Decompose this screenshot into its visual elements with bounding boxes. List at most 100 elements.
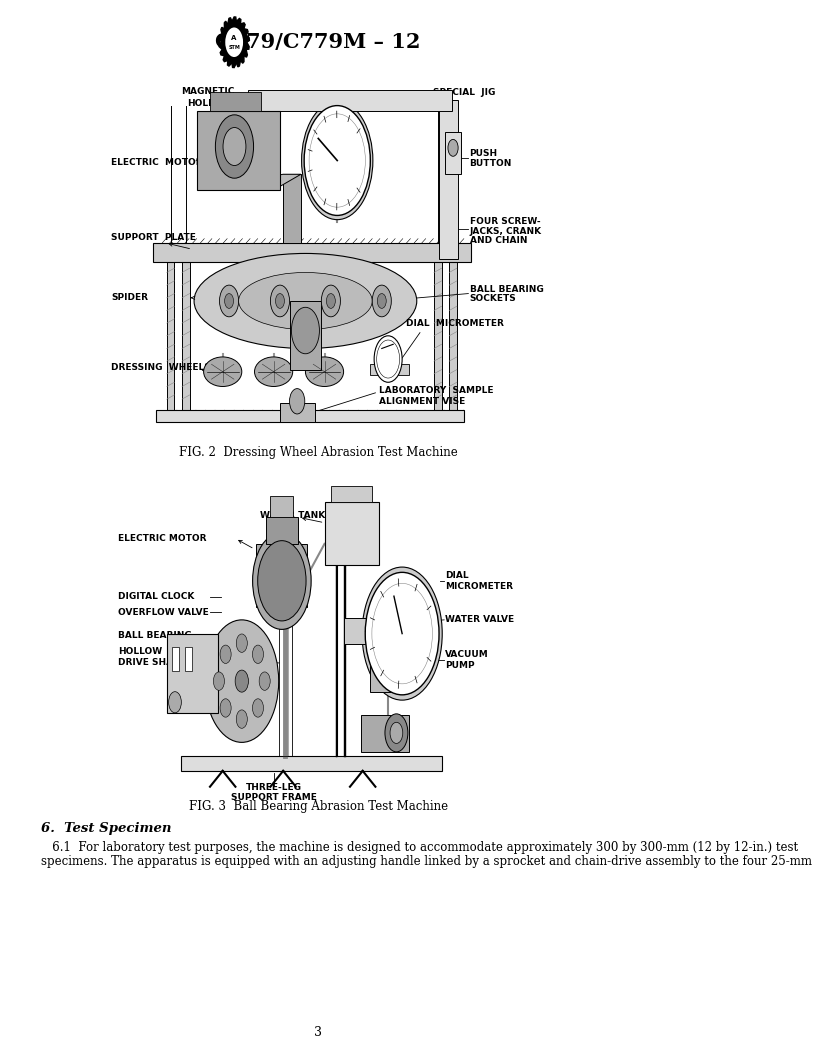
Ellipse shape xyxy=(204,357,242,386)
FancyBboxPatch shape xyxy=(434,259,441,410)
Circle shape xyxy=(220,699,231,717)
Polygon shape xyxy=(221,27,224,35)
Text: VACUUM: VACUUM xyxy=(446,650,489,659)
Circle shape xyxy=(322,285,340,317)
Polygon shape xyxy=(246,35,250,42)
Circle shape xyxy=(448,139,458,156)
FancyBboxPatch shape xyxy=(361,715,409,752)
Text: DIAL  MICROMETER: DIAL MICROMETER xyxy=(406,319,503,327)
Circle shape xyxy=(290,389,305,414)
Text: SPIDER: SPIDER xyxy=(111,294,149,302)
Text: FOUR SCREW-: FOUR SCREW- xyxy=(469,218,540,226)
Circle shape xyxy=(205,620,279,742)
Circle shape xyxy=(366,572,439,695)
FancyBboxPatch shape xyxy=(266,517,298,544)
Polygon shape xyxy=(241,23,245,29)
Text: SUPPORT FRAME: SUPPORT FRAME xyxy=(231,793,317,802)
Text: THREE-LEG: THREE-LEG xyxy=(246,784,302,792)
FancyBboxPatch shape xyxy=(181,756,442,771)
Ellipse shape xyxy=(238,272,372,329)
Circle shape xyxy=(375,336,402,382)
Text: C779/C779M – 12: C779/C779M – 12 xyxy=(215,33,421,52)
FancyBboxPatch shape xyxy=(153,243,471,262)
Ellipse shape xyxy=(255,357,293,386)
Circle shape xyxy=(169,692,181,713)
Text: DRIVE SHAFT: DRIVE SHAFT xyxy=(118,658,185,666)
Ellipse shape xyxy=(194,253,417,348)
Circle shape xyxy=(377,294,386,308)
Circle shape xyxy=(309,114,366,207)
Text: MAGNETIC: MAGNETIC xyxy=(181,88,235,96)
Text: specimens. The apparatus is equipped with an adjusting handle linked by a sprock: specimens. The apparatus is equipped wit… xyxy=(42,855,813,868)
Polygon shape xyxy=(219,42,222,50)
Polygon shape xyxy=(228,18,232,24)
Circle shape xyxy=(326,294,335,308)
Text: BOTTOM PLATE OF SPIDER: BOTTOM PLATE OF SPIDER xyxy=(265,103,358,108)
FancyBboxPatch shape xyxy=(182,259,189,410)
Polygon shape xyxy=(204,174,301,190)
FancyBboxPatch shape xyxy=(344,618,366,644)
Text: BUTTON: BUTTON xyxy=(469,159,512,168)
FancyBboxPatch shape xyxy=(197,111,280,190)
FancyBboxPatch shape xyxy=(446,132,461,174)
Circle shape xyxy=(385,714,408,752)
FancyBboxPatch shape xyxy=(439,100,458,259)
Ellipse shape xyxy=(305,357,344,386)
Circle shape xyxy=(304,106,370,215)
Circle shape xyxy=(259,672,270,691)
Text: ELECTRIC MOTOR: ELECTRIC MOTOR xyxy=(118,534,206,543)
Circle shape xyxy=(223,128,246,166)
Text: 6.1  For laboratory test purposes, the machine is designed to accommodate approx: 6.1 For laboratory test purposes, the ma… xyxy=(42,841,799,853)
Text: SUPPORT  PLATE: SUPPORT PLATE xyxy=(111,233,196,242)
FancyBboxPatch shape xyxy=(325,502,379,565)
Circle shape xyxy=(213,672,224,691)
Text: HOLLOW: HOLLOW xyxy=(118,647,162,656)
Text: 3: 3 xyxy=(314,1026,322,1039)
Text: DIGITAL CLOCK: DIGITAL CLOCK xyxy=(118,592,194,601)
Polygon shape xyxy=(241,56,244,63)
Text: PUMP: PUMP xyxy=(446,661,475,670)
FancyBboxPatch shape xyxy=(370,364,409,375)
Circle shape xyxy=(253,532,311,629)
Text: A: A xyxy=(232,35,237,41)
Circle shape xyxy=(221,21,247,63)
FancyBboxPatch shape xyxy=(184,647,192,671)
Circle shape xyxy=(220,645,231,663)
Text: WATER VALVE: WATER VALVE xyxy=(446,616,515,624)
Polygon shape xyxy=(220,35,222,42)
Text: WATER TANK: WATER TANK xyxy=(259,511,325,520)
Circle shape xyxy=(302,101,373,220)
Text: DIAL: DIAL xyxy=(446,571,469,580)
Circle shape xyxy=(225,27,243,57)
Text: BALL BEARING: BALL BEARING xyxy=(118,631,192,640)
Polygon shape xyxy=(246,42,249,50)
Text: FIG. 3  Ball Bearing Abrasion Test Machine: FIG. 3 Ball Bearing Abrasion Test Machin… xyxy=(188,800,448,813)
Text: ELECTRIC  MOTOR: ELECTRIC MOTOR xyxy=(111,158,203,167)
Circle shape xyxy=(224,294,233,308)
Text: JACKS, CRANK: JACKS, CRANK xyxy=(469,227,542,235)
FancyBboxPatch shape xyxy=(330,486,372,502)
Polygon shape xyxy=(232,17,237,21)
Text: HOLDER: HOLDER xyxy=(187,99,228,108)
Circle shape xyxy=(362,567,442,700)
FancyBboxPatch shape xyxy=(283,174,301,243)
Circle shape xyxy=(237,634,247,653)
FancyBboxPatch shape xyxy=(167,634,218,713)
FancyBboxPatch shape xyxy=(248,90,452,111)
Circle shape xyxy=(235,671,248,692)
Circle shape xyxy=(252,645,264,663)
Text: PUSH: PUSH xyxy=(469,149,498,157)
Text: BALL BEARING: BALL BEARING xyxy=(469,285,543,294)
Polygon shape xyxy=(228,60,232,67)
Text: OVERFLOW VALVE: OVERFLOW VALVE xyxy=(118,608,208,617)
Circle shape xyxy=(258,541,306,621)
FancyBboxPatch shape xyxy=(156,410,464,422)
Circle shape xyxy=(372,285,392,317)
Circle shape xyxy=(220,285,238,317)
FancyBboxPatch shape xyxy=(280,403,315,422)
Circle shape xyxy=(252,699,264,717)
Circle shape xyxy=(390,722,403,743)
Circle shape xyxy=(377,340,400,378)
Circle shape xyxy=(276,294,285,308)
Text: MICROMETER: MICROMETER xyxy=(446,582,513,590)
